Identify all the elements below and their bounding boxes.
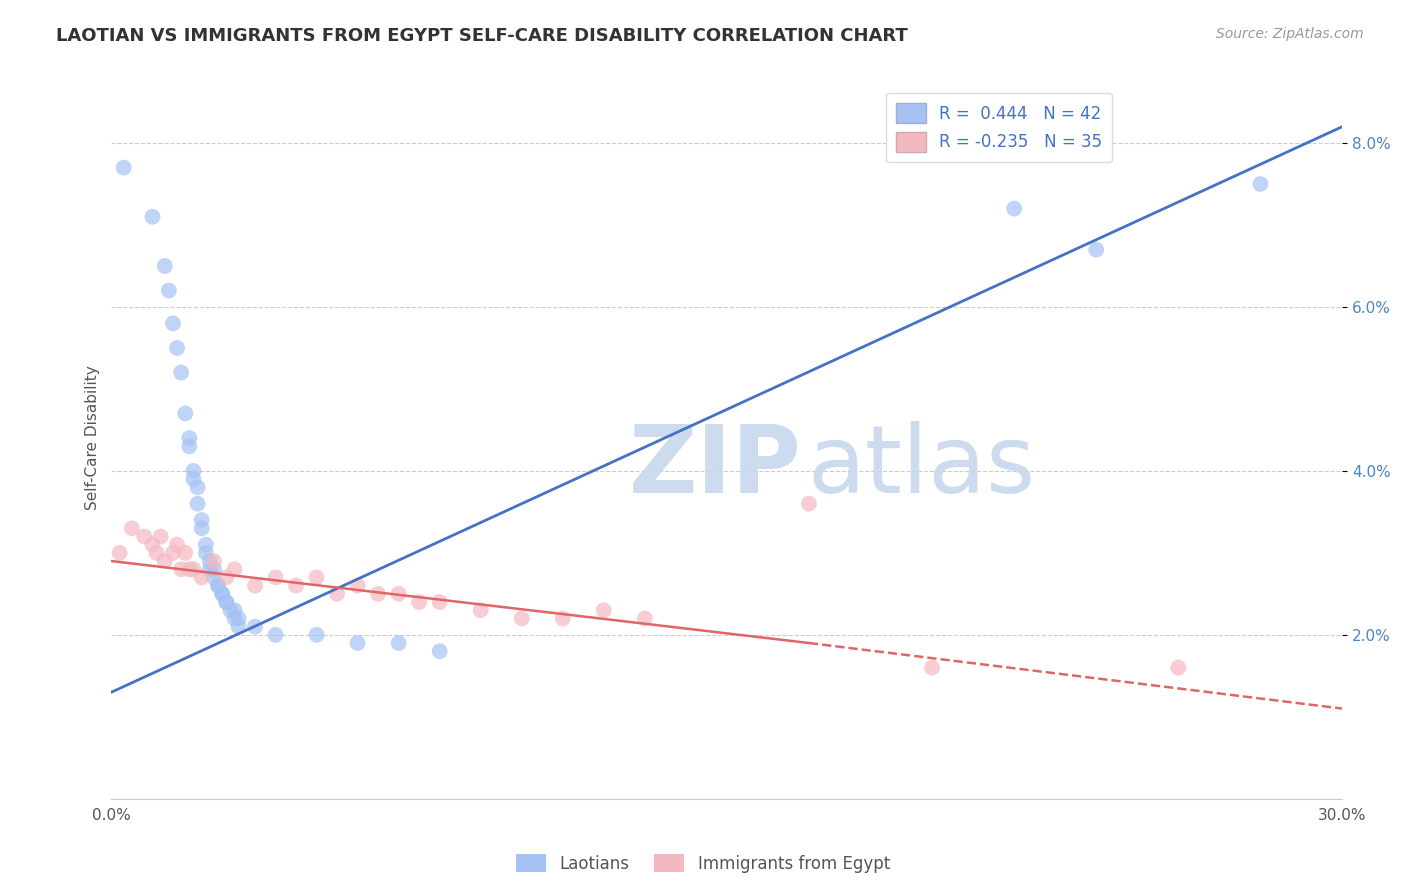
Point	[388, 636, 411, 650]
Point	[121, 521, 143, 535]
Text: atlas: atlas	[807, 421, 1035, 513]
Point	[1167, 660, 1189, 674]
Point	[346, 636, 368, 650]
Point	[183, 562, 205, 576]
Point	[183, 464, 205, 478]
Point	[921, 660, 943, 674]
Point	[108, 546, 131, 560]
Point	[228, 611, 250, 625]
Point	[305, 570, 328, 584]
Point	[388, 587, 411, 601]
Point	[190, 570, 212, 584]
Point	[166, 538, 188, 552]
Point	[179, 431, 201, 445]
Point	[190, 513, 212, 527]
Text: Source: ZipAtlas.com: Source: ZipAtlas.com	[1216, 27, 1364, 41]
Y-axis label: Self-Care Disability: Self-Care Disability	[86, 366, 100, 510]
Point	[219, 603, 242, 617]
Point	[429, 595, 451, 609]
Point	[141, 210, 163, 224]
Legend: R =  0.444   N = 42, R = -0.235   N = 35: R = 0.444 N = 42, R = -0.235 N = 35	[886, 93, 1112, 162]
Point	[634, 611, 657, 625]
Legend: Laotians, Immigrants from Egypt: Laotians, Immigrants from Egypt	[509, 847, 897, 880]
Point	[285, 579, 308, 593]
Point	[215, 570, 238, 584]
Point	[187, 497, 209, 511]
Point	[224, 562, 246, 576]
Point	[243, 619, 266, 633]
Point	[326, 587, 349, 601]
Point	[228, 619, 250, 633]
Point	[162, 546, 184, 560]
Point	[170, 366, 193, 380]
Point	[215, 595, 238, 609]
Point	[211, 587, 233, 601]
Point	[166, 341, 188, 355]
Point	[179, 439, 201, 453]
Point	[243, 579, 266, 593]
Point	[162, 316, 184, 330]
Point	[797, 497, 820, 511]
Point	[215, 595, 238, 609]
Point	[153, 554, 176, 568]
Point	[194, 538, 217, 552]
Point	[211, 587, 233, 601]
Point	[224, 603, 246, 617]
Point	[367, 587, 389, 601]
Point	[179, 562, 201, 576]
Point	[134, 529, 156, 543]
Point	[408, 595, 430, 609]
Point	[153, 259, 176, 273]
Point	[157, 284, 180, 298]
Point	[145, 546, 167, 560]
Point	[1002, 202, 1025, 216]
Point	[170, 562, 193, 576]
Point	[1249, 177, 1271, 191]
Point	[346, 579, 368, 593]
Point	[198, 562, 221, 576]
Point	[264, 570, 287, 584]
Point	[224, 611, 246, 625]
Point	[174, 546, 197, 560]
Point	[194, 546, 217, 560]
Text: LAOTIAN VS IMMIGRANTS FROM EGYPT SELF-CARE DISABILITY CORRELATION CHART: LAOTIAN VS IMMIGRANTS FROM EGYPT SELF-CA…	[56, 27, 908, 45]
Point	[305, 628, 328, 642]
Point	[174, 407, 197, 421]
Point	[207, 579, 229, 593]
Point	[187, 480, 209, 494]
Point	[202, 562, 225, 576]
Point	[202, 554, 225, 568]
Point	[183, 472, 205, 486]
Point	[470, 603, 492, 617]
Point	[429, 644, 451, 658]
Point	[207, 579, 229, 593]
Point	[264, 628, 287, 642]
Point	[1085, 243, 1108, 257]
Point	[112, 161, 135, 175]
Point	[551, 611, 574, 625]
Point	[202, 570, 225, 584]
Point	[592, 603, 614, 617]
Point	[141, 538, 163, 552]
Point	[198, 554, 221, 568]
Point	[190, 521, 212, 535]
Point	[149, 529, 172, 543]
Text: ZIP: ZIP	[628, 421, 801, 513]
Point	[510, 611, 533, 625]
